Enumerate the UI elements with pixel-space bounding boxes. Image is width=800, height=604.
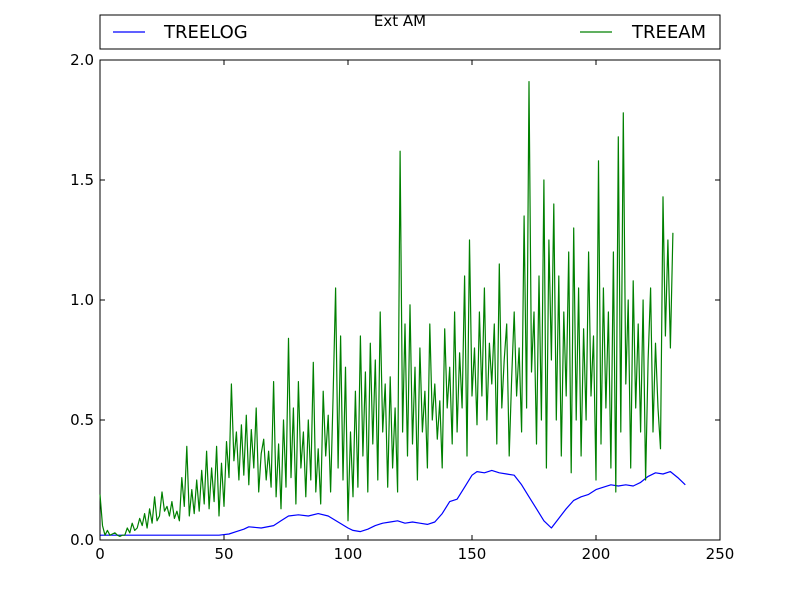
legend-box [99, 14, 721, 50]
x-tick-label: 100 [334, 545, 363, 563]
x-tick-label: 0 [95, 545, 105, 563]
y-tick-label: 0.5 [70, 411, 94, 429]
legend-label-treeam: TREEAM [631, 22, 706, 43]
legend-label-treelog: TREELOG [163, 22, 248, 43]
y-axis: 0.0 0.5 1.0 1.5 2.0 [70, 51, 720, 549]
x-tick-label: 150 [458, 545, 487, 563]
series-line-treeam [99, 81, 674, 537]
x-tick-label: 250 [706, 545, 735, 563]
x-tick-label: 200 [582, 545, 611, 563]
series-layer [99, 81, 686, 537]
y-tick-label: 2.0 [70, 51, 94, 69]
x-tick-label: 50 [214, 545, 233, 563]
y-tick-label: 0.0 [70, 531, 94, 549]
series-line-treelog [100, 469, 686, 536]
y-tick-label: 1.5 [70, 171, 94, 189]
x-axis: 0 50 100 150 200 250 [95, 60, 734, 563]
plot-area [99, 59, 721, 541]
legend: TREELOG TREEAM [113, 22, 706, 43]
chart-title: Ext AM [374, 12, 426, 30]
y-tick-label: 1.0 [70, 291, 94, 309]
